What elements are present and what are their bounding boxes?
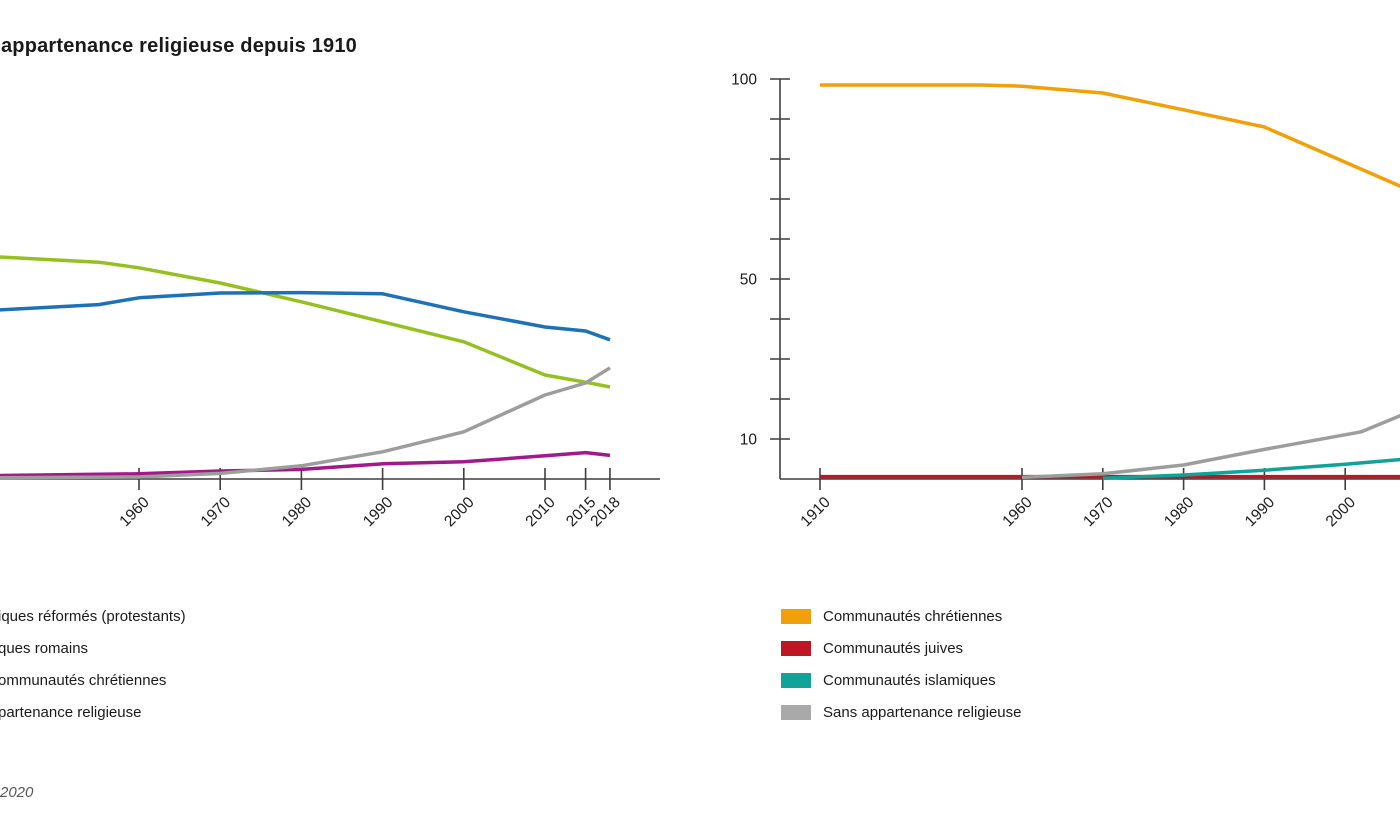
svg-text:1990: 1990: [1242, 494, 1279, 531]
legend-swatch-gray: [781, 704, 811, 720]
legend-label: iques réformés (protestants): [0, 607, 186, 625]
legend-label: Communautés islamiques: [823, 671, 996, 689]
legend-item-chretiennes: Communautés chrétiennes: [781, 600, 1021, 632]
svg-text:2010: 2010: [522, 494, 559, 531]
legend-swatch-orange: [781, 608, 811, 624]
svg-text:1910: 1910: [797, 494, 834, 531]
series-line: [0, 290, 611, 342]
svg-text:2000: 2000: [441, 494, 478, 531]
legend-item-catholiques: ques romains: [0, 632, 186, 664]
legend-item-autres-chretiennes: ommunautés chrétiennes: [0, 664, 186, 696]
legend-swatch-red: [781, 640, 811, 656]
svg-text:100: 100: [731, 72, 757, 89]
svg-text:10: 10: [740, 432, 758, 449]
legend-right: Communautés chrétiennes Communautés juiv…: [781, 600, 1021, 728]
series-line: [0, 366, 611, 480]
legend-label: ques romains: [0, 639, 89, 657]
svg-text:1970: 1970: [1080, 494, 1117, 531]
svg-text:1980: 1980: [279, 494, 316, 531]
legend-item-protestants: iques réformés (protestants): [0, 600, 186, 632]
svg-text:2000: 2000: [1323, 494, 1360, 531]
series-line: [0, 450, 611, 478]
svg-text:1990: 1990: [360, 494, 397, 531]
legend-item-juives: Communautés juives: [781, 632, 1021, 664]
legend-label: Communautés chrétiennes: [823, 607, 1003, 625]
series-line: [0, 255, 611, 389]
series-line: [1102, 457, 1400, 480]
source-note: 2020: [0, 784, 34, 801]
legend-item-sans-appartenance: partenance religieuse: [0, 696, 186, 728]
series-line: [1021, 413, 1400, 480]
svg-text:1960: 1960: [999, 494, 1036, 531]
legend-item-islamiques: Communautés islamiques: [781, 664, 1021, 696]
svg-text:1960: 1960: [116, 494, 153, 531]
legend-label: ommunautés chrétiennes: [0, 671, 167, 689]
page-title: 'appartenance religieuse depuis 1910: [0, 35, 357, 57]
svg-text:1970: 1970: [198, 494, 235, 531]
legend-left: iques réformés (protestants) ques romain…: [0, 600, 186, 728]
legend-label: Sans appartenance religieuse: [823, 703, 1022, 721]
right-line-chart: 10501001910196019701980199020002010: [731, 72, 1400, 531]
svg-text:1980: 1980: [1161, 494, 1198, 531]
legend-item-sans-appartenance-right: Sans appartenance religieuse: [781, 696, 1021, 728]
svg-text:50: 50: [740, 272, 758, 289]
legend-label: partenance religieuse: [0, 703, 142, 721]
series-line: [820, 83, 1400, 188]
legend-label: Communautés juives: [823, 639, 964, 657]
legend-swatch-teal: [781, 672, 811, 688]
